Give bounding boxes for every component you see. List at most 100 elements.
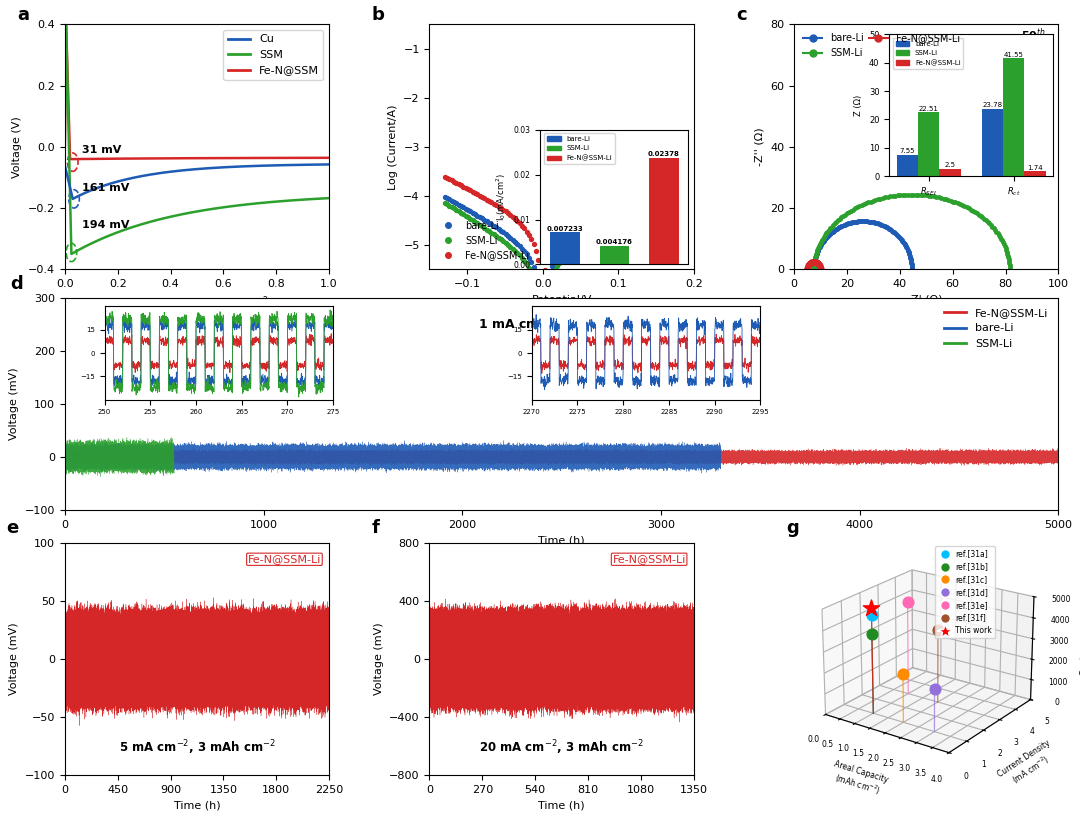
Point — [640, 185, 658, 198]
Point — [579, 200, 596, 213]
Point — [441, 173, 458, 186]
Point — [635, 188, 652, 202]
Point — [544, 268, 562, 282]
Point — [631, 197, 648, 211]
Point — [561, 246, 578, 259]
Point — [669, 152, 686, 165]
Point — [443, 194, 460, 207]
Point — [462, 184, 480, 197]
Point — [443, 201, 460, 214]
Point — [450, 178, 468, 191]
Point — [565, 242, 582, 255]
Point — [657, 176, 674, 189]
Point — [600, 188, 618, 201]
Y-axis label: Voltage (mV): Voltage (mV) — [374, 623, 383, 695]
Point — [513, 251, 530, 264]
Point — [563, 244, 580, 257]
Point — [575, 203, 592, 216]
Point — [515, 245, 532, 258]
Point — [436, 196, 454, 209]
Point — [497, 228, 514, 241]
Point — [464, 214, 482, 227]
Point — [473, 212, 490, 225]
Point — [603, 186, 620, 199]
Point — [459, 203, 476, 216]
Point — [447, 203, 464, 216]
Point — [513, 242, 530, 255]
Point — [544, 259, 562, 272]
Point — [476, 213, 494, 226]
Point — [665, 171, 683, 184]
Point — [605, 213, 622, 226]
Point — [581, 220, 598, 233]
Point — [551, 256, 568, 269]
X-axis label: Areal Capacity
(mAh cm$^{-2}$): Areal Capacity (mAh cm$^{-2}$) — [828, 760, 889, 799]
X-axis label: Z' (Ω): Z' (Ω) — [910, 295, 942, 304]
Point — [647, 187, 664, 200]
Point — [539, 273, 556, 286]
Point — [525, 237, 542, 251]
Point — [459, 183, 476, 196]
Point — [609, 203, 626, 216]
Point — [492, 202, 510, 215]
Point — [438, 191, 456, 204]
Point — [555, 242, 572, 255]
Point — [619, 205, 636, 218]
Text: f: f — [372, 519, 379, 538]
Point — [487, 199, 504, 212]
Point — [513, 220, 530, 233]
Point — [654, 183, 672, 196]
Point — [450, 205, 468, 218]
Point — [572, 205, 590, 218]
Point — [501, 231, 518, 244]
Point — [640, 191, 658, 204]
Point — [612, 181, 630, 194]
Point — [637, 167, 654, 180]
Point — [469, 188, 486, 201]
Point — [591, 215, 608, 228]
Point — [633, 196, 650, 209]
Y-axis label: Log (Current/A): Log (Current/A) — [388, 104, 397, 189]
Point — [617, 179, 634, 192]
Point — [572, 227, 590, 240]
Text: d: d — [10, 275, 23, 294]
Point — [509, 246, 526, 259]
Point — [586, 217, 604, 230]
Text: e: e — [6, 519, 19, 538]
Point — [575, 225, 592, 238]
Point — [462, 212, 480, 225]
Point — [532, 303, 550, 316]
Point — [597, 218, 615, 231]
Point — [541, 265, 558, 278]
Text: 31 mV: 31 mV — [82, 145, 121, 155]
Point — [511, 217, 528, 230]
Point — [492, 233, 510, 246]
Point — [665, 175, 683, 188]
Point — [651, 179, 669, 192]
Point — [553, 254, 570, 267]
Point — [651, 160, 669, 173]
Y-axis label: Current Density
(mA cm$^{-2}$): Current Density (mA cm$^{-2}$) — [996, 738, 1061, 792]
Point — [579, 222, 596, 235]
Point — [499, 229, 516, 242]
Point — [657, 181, 674, 194]
Point — [495, 226, 512, 239]
Point — [615, 207, 632, 220]
Point — [617, 199, 634, 212]
Point — [530, 253, 548, 266]
Point — [600, 216, 618, 229]
Point — [558, 239, 576, 252]
Point — [521, 251, 538, 264]
Point — [565, 233, 582, 246]
Point — [447, 197, 464, 210]
Point — [607, 184, 624, 197]
Point — [591, 223, 608, 236]
Point — [629, 193, 646, 206]
Point — [603, 215, 620, 228]
Point — [541, 275, 558, 288]
Point — [504, 242, 522, 255]
Point — [631, 191, 648, 204]
X-axis label: Potential/V: Potential/V — [531, 295, 592, 304]
Point — [635, 194, 652, 207]
Point — [504, 211, 522, 224]
